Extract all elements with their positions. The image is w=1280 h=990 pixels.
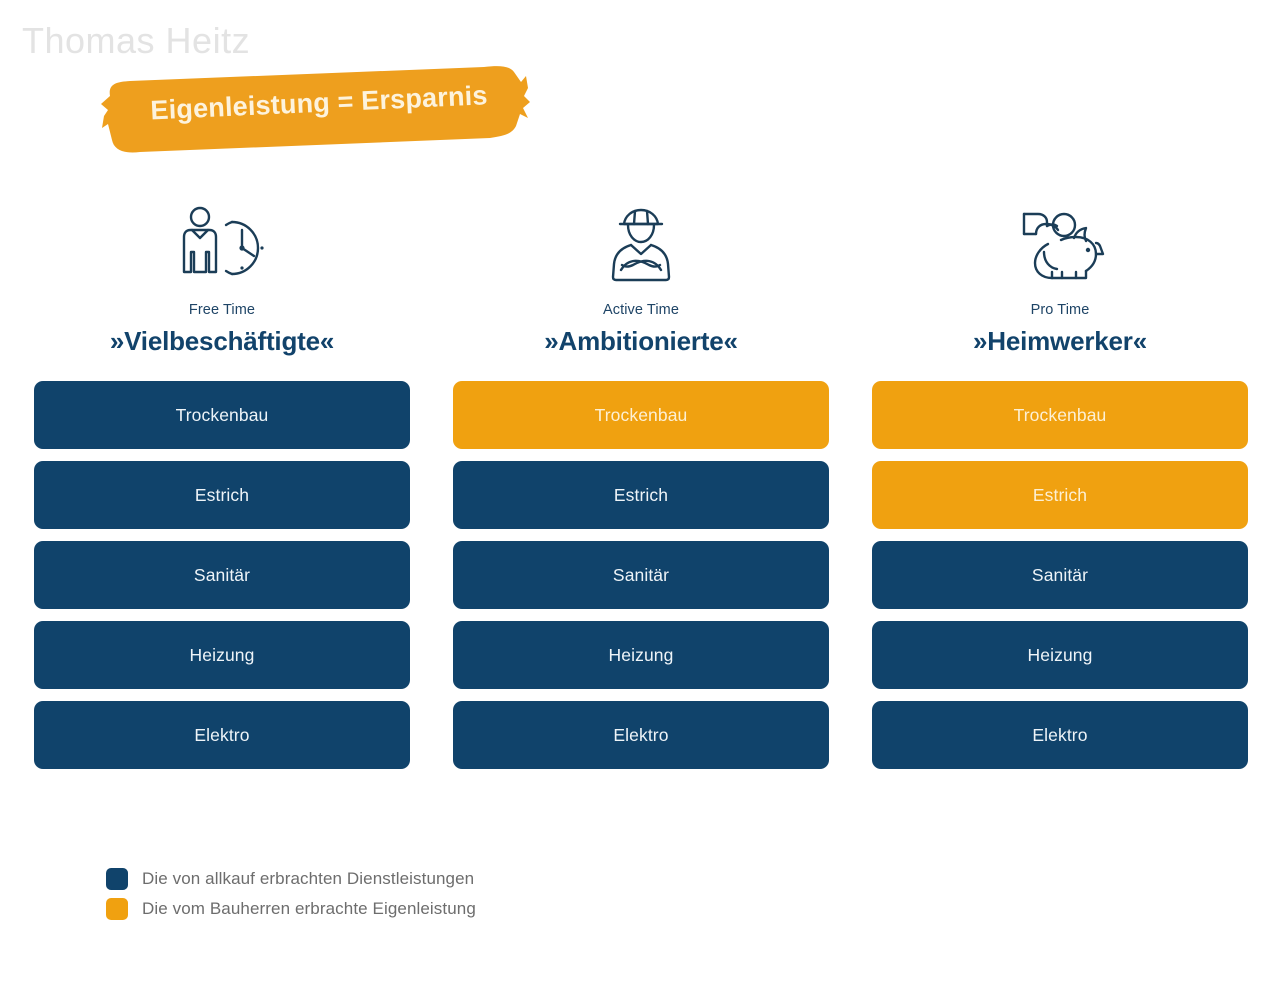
persona-column-ambitionierte: Active Time »Ambitionierte« Trockenbau E…: [453, 196, 829, 769]
watermark-text: Thomas Heitz: [22, 20, 251, 61]
person-with-clock-icon: [174, 196, 270, 284]
legend: Die von allkauf erbrachten Dienstleistun…: [106, 868, 476, 920]
trade-bar[interactable]: Sanitär: [34, 541, 410, 609]
trade-bar[interactable]: Trockenbau: [872, 381, 1248, 449]
trade-bar[interactable]: Elektro: [872, 701, 1248, 769]
trade-bar[interactable]: Heizung: [453, 621, 829, 689]
worker-hardhat-crossed-arms-icon: [605, 196, 677, 284]
persona-column-vielbeschaeftigte: Free Time »Vielbeschäftigte« Trockenbau …: [34, 196, 410, 769]
legend-swatch-own-work: [106, 898, 128, 920]
trade-bar[interactable]: Estrich: [453, 461, 829, 529]
persona-eyebrow: Free Time: [188, 302, 256, 318]
trade-bars: Trockenbau Estrich Sanitär Heizung Elekt…: [872, 381, 1248, 769]
legend-label: Die vom Bauherren erbrachte Eigenleistun…: [142, 899, 476, 918]
trade-bar[interactable]: Sanitär: [872, 541, 1248, 609]
persona-title: »Vielbeschäftigte«: [109, 326, 335, 356]
banner-brush-shape: [101, 66, 530, 153]
trade-bar[interactable]: Heizung: [34, 621, 410, 689]
trade-bar[interactable]: Trockenbau: [453, 381, 829, 449]
legend-item-services: Die von allkauf erbrachten Dienstleistun…: [106, 868, 476, 890]
trade-bar[interactable]: Sanitär: [453, 541, 829, 609]
piggy-bank-with-coin-icon: [1014, 196, 1106, 284]
persona-title: »Heimwerker«: [973, 326, 1147, 356]
persona-title: »Ambitionierte«: [544, 326, 738, 356]
trade-bar[interactable]: Estrich: [34, 461, 410, 529]
trade-bars: Trockenbau Estrich Sanitär Heizung Elekt…: [34, 381, 410, 769]
persona-eyebrow: Active Time: [602, 302, 680, 318]
persona-columns: Free Time »Vielbeschäftigte« Trockenbau …: [34, 196, 1248, 769]
trade-bar[interactable]: Heizung: [872, 621, 1248, 689]
legend-item-own-work: Die vom Bauherren erbrachte Eigenleistun…: [106, 898, 476, 920]
trade-bar[interactable]: Trockenbau: [34, 381, 410, 449]
persona-eyebrow: Pro Time: [1030, 302, 1090, 318]
legend-label: Die von allkauf erbrachten Dienstleistun…: [142, 869, 475, 888]
trade-bar[interactable]: Elektro: [453, 701, 829, 769]
legend-swatch-service: [106, 868, 128, 890]
persona-column-heimwerker: Pro Time »Heimwerker« Trockenbau Estrich…: [872, 196, 1248, 769]
trade-bar[interactable]: Estrich: [872, 461, 1248, 529]
trade-bars: Trockenbau Estrich Sanitär Heizung Elekt…: [453, 381, 829, 769]
trade-bar[interactable]: Elektro: [34, 701, 410, 769]
banner: Eigenleistung = Ersparnis: [96, 62, 536, 153]
